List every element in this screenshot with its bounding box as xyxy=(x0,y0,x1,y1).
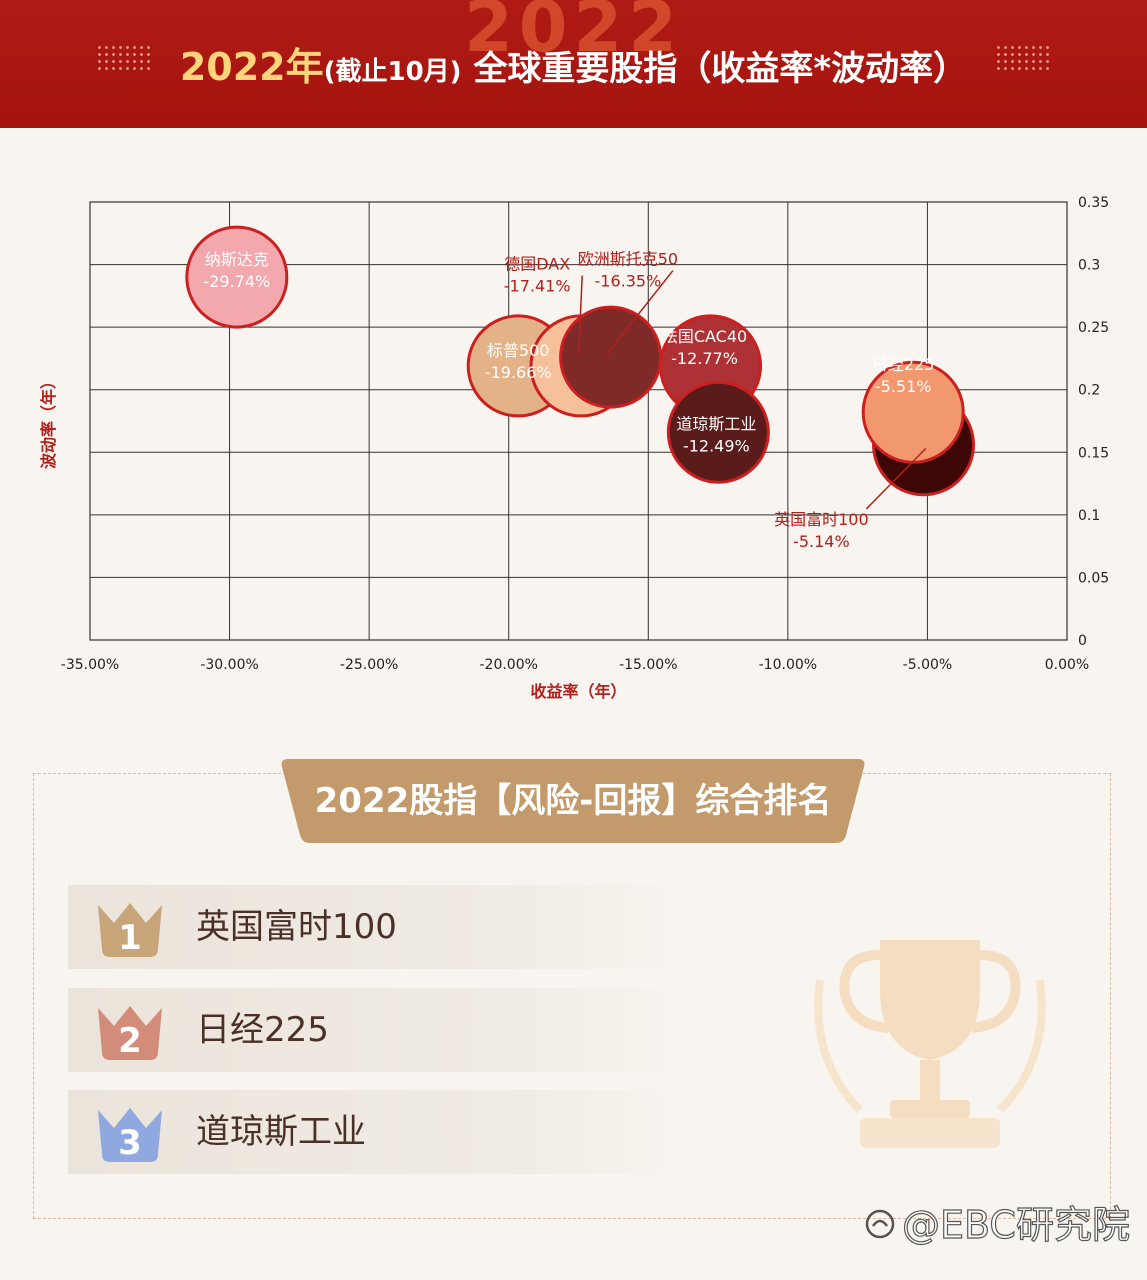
ranking-item-1-name: 英国富时100 xyxy=(196,907,397,947)
ranking-item-3-name: 道琼斯工业 xyxy=(196,1112,366,1152)
bubble-label-name: 法国CAC40 xyxy=(662,327,747,346)
rank-2-badge-icon: 2 xyxy=(98,1006,162,1061)
y-tick-label: 0.25 xyxy=(1078,320,1109,336)
rank-1-number: 1 xyxy=(118,918,142,958)
leader-line xyxy=(578,275,583,354)
rank-1-badge-icon: 1 xyxy=(98,903,162,958)
x-tick-label: -5.00% xyxy=(903,657,953,673)
x-tick-label: -10.00% xyxy=(759,657,817,673)
y-tick-label: 0.05 xyxy=(1078,570,1109,586)
source-watermark: @EBC研究院 xyxy=(901,1202,1130,1247)
bubble-label-value: -5.14% xyxy=(793,532,850,551)
rank-2-number: 2 xyxy=(118,1021,142,1061)
header-watermark-year: 2022 xyxy=(464,0,683,68)
ranking-banner xyxy=(281,759,865,843)
bubble-label-name: 标普500 xyxy=(487,341,550,360)
x-tick-label: -25.00% xyxy=(340,657,398,673)
bubble-label-value: -12.49% xyxy=(683,436,750,455)
x-tick-label: 0.00% xyxy=(1045,657,1089,673)
decorative-dots-right xyxy=(995,44,1051,72)
bubble-label-value: -17.41% xyxy=(504,277,571,296)
bubble-纳斯达克 xyxy=(185,225,289,329)
y-tick-label: 0.2 xyxy=(1078,383,1100,399)
bubble-道琼斯工业 xyxy=(666,380,770,484)
leader-line xyxy=(865,448,927,510)
trophy-icon xyxy=(800,920,1060,1170)
x-tick-label: -20.00% xyxy=(479,657,537,673)
decorative-dots-left xyxy=(96,44,152,72)
y-tick-label: 0.3 xyxy=(1078,258,1100,274)
x-tick-label: -35.00% xyxy=(61,657,119,673)
bubble-chart: -35.00% -30.00% -25.00% -20.00% -15.00% -10.0… xyxy=(0,160,1147,730)
chart-svg: -35.00% -30.00% -25.00% -20.00% -15.00% -10.0… xyxy=(39,195,1109,701)
plot-border xyxy=(89,201,1068,641)
ranking-item-1: 1 英国富时100 xyxy=(68,885,688,969)
leader-line xyxy=(605,270,674,356)
x-tick-label: -30.00% xyxy=(200,657,258,673)
bubble-label-value: -19.66% xyxy=(485,363,552,382)
title-year: 2022年 xyxy=(179,45,324,89)
bubble-label-value: -12.77% xyxy=(671,349,738,368)
y-axis-title: 波动率（年） xyxy=(39,373,58,469)
title-main: 全球重要股指（收益率*波动率） xyxy=(473,49,968,89)
ranking-item-3: 3 道琼斯工业 xyxy=(68,1090,688,1174)
y-tick-label: 0.15 xyxy=(1078,445,1109,461)
bubble-label-name: 日经225 xyxy=(872,355,935,374)
ranking-item-2-name: 日经225 xyxy=(196,1010,329,1050)
bubble-label-value: -5.51% xyxy=(875,377,932,396)
bubble-label-value: -16.35% xyxy=(595,272,662,291)
ranking-title: 2022股指【风险-回报】综合排名 xyxy=(314,781,832,821)
y-tick-label: 0.1 xyxy=(1078,508,1100,524)
bubble-label-name: 欧洲斯托克50 xyxy=(578,250,678,269)
x-tick-label: -15.00% xyxy=(619,657,677,673)
bubble-label-name: 纳斯达克 xyxy=(205,250,269,269)
y-tick-label: 0 xyxy=(1078,633,1087,649)
bubble-label-name: 德国DAX xyxy=(504,255,570,274)
rank-3-badge-icon: 3 xyxy=(98,1108,162,1163)
bubble-label-value: -29.74% xyxy=(203,272,270,291)
bubble-label-name: 道琼斯工业 xyxy=(676,414,756,433)
bubble-label-name: 英国富时100 xyxy=(774,510,869,529)
bubble-欧洲斯托克50 xyxy=(559,305,663,409)
title-paren: (截止10月) xyxy=(323,57,462,87)
header-banner: 2022 2022年(截止10月) 全球重要股指（收益率*波动率） xyxy=(0,0,1147,128)
rank-3-number: 3 xyxy=(118,1123,142,1163)
x-axis-title: 收益率（年） xyxy=(530,682,626,701)
y-tick-label: 0.35 xyxy=(1078,195,1109,211)
page-title: 2022年(截止10月) 全球重要股指（收益率*波动率） xyxy=(0,36,1147,91)
weibo-logo-icon xyxy=(865,1209,895,1239)
ranking-item-2: 2 日经225 xyxy=(68,988,688,1072)
